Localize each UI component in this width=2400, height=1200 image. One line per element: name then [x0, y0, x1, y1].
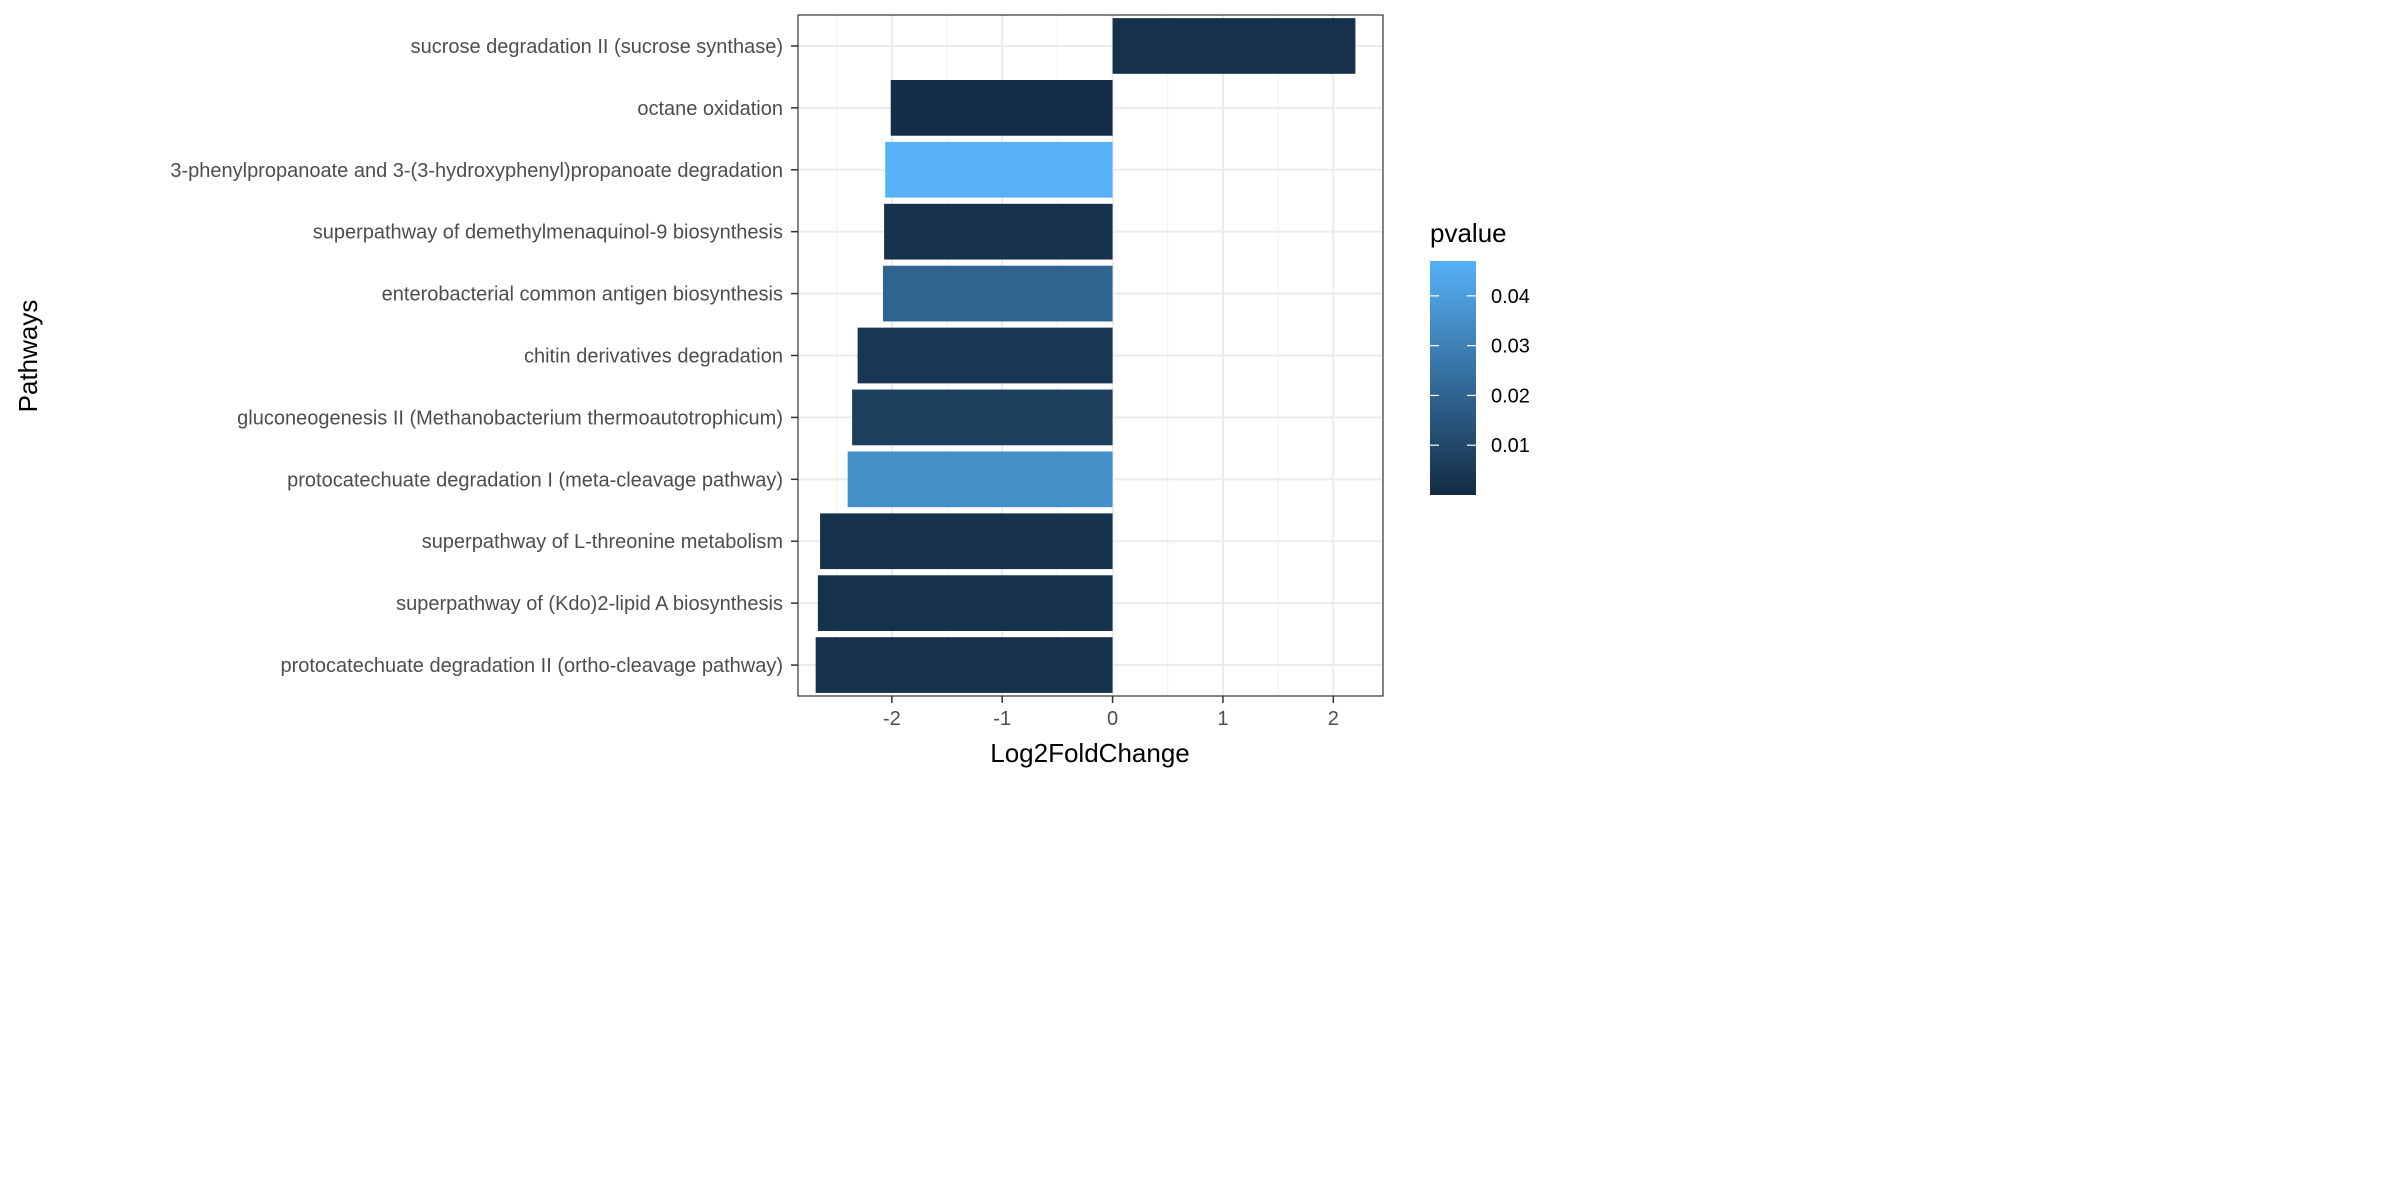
- x-tick-label: 0: [1107, 708, 1118, 730]
- bar: [820, 513, 1113, 570]
- legend-tick-label: 0.01: [1491, 435, 1530, 457]
- bar: [884, 203, 1113, 260]
- x-tick-label: -1: [993, 708, 1011, 730]
- bars: [815, 18, 1356, 693]
- y-tick-label: gluconeogenesis II (Methanobacterium the…: [237, 407, 783, 429]
- y-tick-label: enterobacterial common antigen biosynthe…: [382, 284, 783, 306]
- legend-colorbar: [1430, 261, 1476, 495]
- y-tick-label: superpathway of (Kdo)2-lipid A biosynthe…: [396, 593, 783, 615]
- x-axis-title: Log2FoldChange: [990, 738, 1190, 768]
- y-tick-label: sucrose degradation II (sucrose synthase…: [411, 36, 783, 58]
- x-tick-label: 2: [1328, 708, 1339, 730]
- bar: [815, 637, 1113, 693]
- bar: [817, 575, 1113, 631]
- legend-tick-label: 0.02: [1491, 385, 1530, 407]
- y-axis-title: Pathways: [13, 300, 43, 413]
- y-tick-label: superpathway of L-threonine metabolism: [422, 531, 783, 553]
- y-tick-label: chitin derivatives degradation: [524, 346, 783, 368]
- bar: [847, 451, 1113, 508]
- y-tick-label: octane oxidation: [637, 98, 783, 120]
- y-axis: sucrose degradation II (sucrose synthase…: [170, 36, 798, 677]
- legend-tick-label: 0.03: [1491, 336, 1530, 358]
- x-tick-label: -2: [883, 708, 901, 730]
- y-tick-label: superpathway of demethylmenaquinol-9 bio…: [313, 222, 783, 244]
- bar: [890, 80, 1113, 136]
- y-tick-label: protocatechuate degradation I (meta-clea…: [287, 469, 783, 491]
- bar-chart: sucrose degradation II (sucrose synthase…: [13, 14, 1530, 768]
- legend-tick-label: 0.04: [1491, 286, 1530, 308]
- legend-title: pvalue: [1430, 218, 1507, 248]
- x-axis: -2 -1 0 1 2: [883, 696, 1339, 730]
- bar: [882, 265, 1113, 322]
- y-tick-label: 3-phenylpropanoate and 3-(3-hydroxypheny…: [170, 160, 783, 182]
- bar: [857, 327, 1113, 384]
- x-tick-label: 1: [1217, 708, 1228, 730]
- legend: pvalue 0.01 0.02 0.03 0.04: [1430, 218, 1530, 495]
- bar: [852, 389, 1113, 446]
- bar: [885, 141, 1113, 198]
- y-tick-label: protocatechuate degradation II (ortho-cl…: [280, 655, 783, 677]
- bar: [1112, 18, 1356, 74]
- legend-ticks: 0.01 0.02 0.03 0.04: [1430, 286, 1530, 457]
